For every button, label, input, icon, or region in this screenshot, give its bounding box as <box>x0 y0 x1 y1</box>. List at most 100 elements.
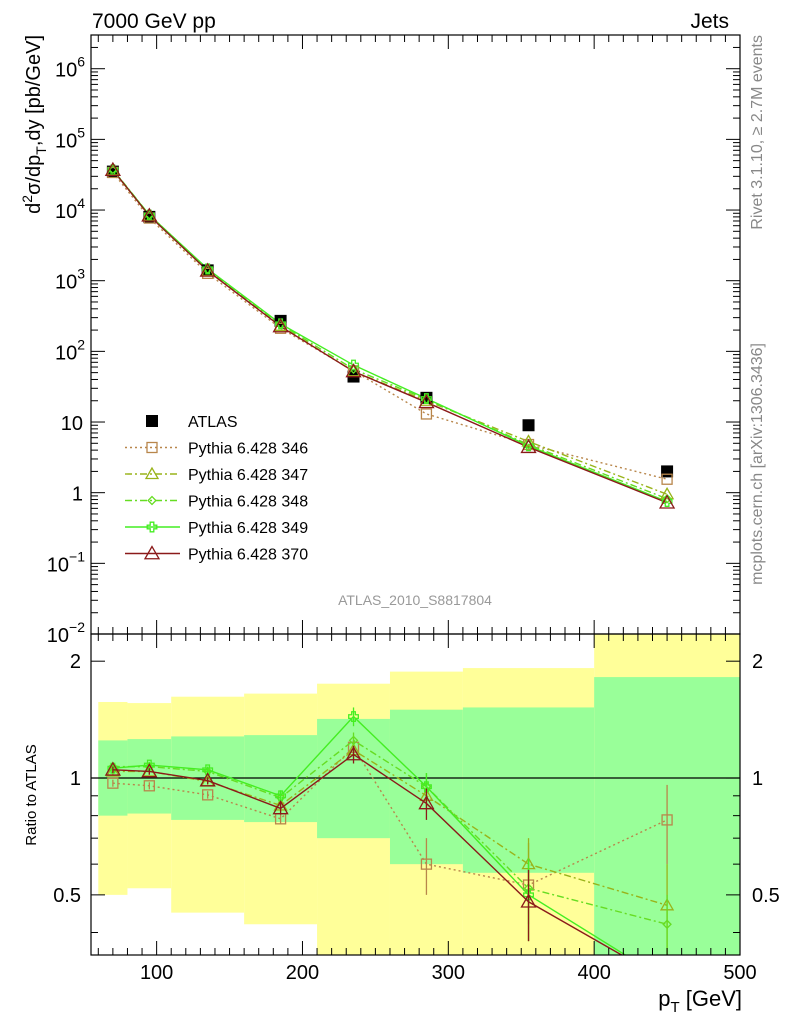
main-ylabel-part: σ/dp <box>23 155 45 195</box>
main-ytick-label-exp: 4 <box>77 195 85 211</box>
main-ytick-label-base: 10 <box>61 413 83 435</box>
ratio-point-5-7 <box>660 974 674 986</box>
ratio-xlabel-part: [GeV] <box>680 986 742 1011</box>
ratio-point-1-1 <box>143 780 155 792</box>
legend-marker <box>146 521 158 533</box>
legend-entry-1: Pythia 6.428 346 <box>125 441 308 458</box>
ratio-ytick-label-right-0: 0.5 <box>752 885 780 907</box>
main-ytick-label-6: 10 4 <box>55 195 85 223</box>
ratio-point-5-2 <box>199 772 216 787</box>
main-line-1 <box>112 172 668 480</box>
main-ytick-label-base: 10 <box>47 554 69 576</box>
ratio-xtick-label-1: 200 <box>286 962 319 984</box>
main-curves <box>104 161 676 509</box>
main-ylabel-part: 2 <box>19 195 35 203</box>
ratio-curves <box>104 707 675 986</box>
main-ytick-label-base: 10 <box>55 130 77 152</box>
ratio-xtick-label-0: 100 <box>140 962 173 984</box>
main-point-5-7 <box>658 494 676 509</box>
ratio-xtick-label-3: 400 <box>577 962 610 984</box>
ratio-line-1 <box>112 746 668 886</box>
legend-label: ATLAS <box>188 414 238 431</box>
main-ytick-label-exp: 2 <box>77 336 85 352</box>
ratio-point-1-0 <box>107 777 119 789</box>
ratio-xlabel: pT [GeV] <box>658 986 742 1016</box>
main-ylabel: d2σ/dpT,dy [pb/GeV] <box>19 35 49 214</box>
main-point-4-4 <box>348 359 359 371</box>
ratio-xlabel-part: p <box>658 986 670 1011</box>
legend-entry-5: Pythia 6.428 370 <box>125 545 308 564</box>
main-ytick-label-base: 10 <box>47 625 69 647</box>
main-ytick-label-0: 10 −2 <box>47 619 85 647</box>
legend-label: Pythia 6.428 370 <box>188 547 308 564</box>
ratio-xtick-label-2: 300 <box>432 962 465 984</box>
main-ytick-label-base: 10 <box>55 201 77 223</box>
analysis-label: ATLAS_2010_S8817804 <box>338 592 492 608</box>
legend-entry-2: Pythia 6.428 347 <box>125 466 308 484</box>
ratio-point-5-0 <box>104 761 121 776</box>
main-point-1-5 <box>420 408 433 420</box>
main-ytick-label-8: 10 6 <box>55 54 85 82</box>
ratio-point-4-6 <box>523 889 534 901</box>
main-point-0-7 <box>661 465 674 478</box>
main-ytick-label-5: 10 3 <box>55 266 85 294</box>
ratio-point-3-7 <box>662 919 672 930</box>
main-point-4-5 <box>420 393 432 404</box>
ratio-ylabel: Ratio to ATLAS <box>23 744 40 845</box>
main-ytick-label-exp: 5 <box>77 124 85 140</box>
main-point-3-6 <box>523 439 534 450</box>
legend-label: Pythia 6.428 349 <box>188 520 308 537</box>
ratio-ytick-label-right-1: 1 <box>752 768 763 790</box>
legend-entry-0: ATLAS <box>146 414 238 431</box>
ratio-point-4-7 <box>662 976 672 986</box>
ratio-ytick-label-left-0: 0.5 <box>53 885 81 907</box>
main-point-2-6 <box>521 434 536 447</box>
side-label-top: Rivet 3.1.10, ≥ 2.7M events <box>749 35 766 230</box>
legend-marker <box>146 415 158 427</box>
ratio-point-5-6 <box>520 893 537 908</box>
legend-label: Pythia 6.428 346 <box>188 441 308 458</box>
ratio-line-5 <box>112 753 624 955</box>
legend-marker <box>147 495 157 506</box>
main-point-0-6 <box>522 419 535 432</box>
ratio-point-4-4 <box>348 711 359 723</box>
main-ytick-label-base: 10 <box>55 342 77 364</box>
main-ytick-label-3: 10 <box>61 413 83 435</box>
ratio-point-5-5 <box>418 795 435 810</box>
main-point-3-7 <box>662 493 672 504</box>
main-point-5-6 <box>520 438 537 454</box>
ratio-point-1-5 <box>420 858 433 870</box>
ratio-line-4 <box>112 715 627 955</box>
ratio-frame <box>90 633 741 956</box>
ratio-point-1-7 <box>661 814 673 826</box>
main-ytick-label-2: 1 <box>72 484 83 506</box>
legend-entry-4: Pythia 6.428 349 <box>125 520 308 537</box>
main-point-5-2 <box>199 262 216 277</box>
main-point-4-1 <box>143 209 155 221</box>
ratio-point-4-2 <box>202 764 214 776</box>
main-ytick-label-7: 10 5 <box>55 124 85 152</box>
main-point-2-7 <box>659 486 675 500</box>
ratio-point-4-5 <box>420 781 432 793</box>
main-ytick-label-1: 10 −1 <box>47 548 85 576</box>
main-ylabel-part: d <box>23 203 45 214</box>
main-ylabel-part: ,dy [pb/GeV] <box>23 35 45 146</box>
ratio-point-1-2 <box>202 789 214 801</box>
main-ylabel-part: T <box>33 146 49 155</box>
main-ytick-label-base: 10 <box>55 60 77 82</box>
main-line-5 <box>112 169 668 504</box>
main-ytick-label-exp: 6 <box>77 54 85 70</box>
main-ytick-label-exp: 3 <box>77 266 85 282</box>
ratio-ytick-label-left-2: 2 <box>70 651 81 673</box>
header-left-label: 7000 GeV pp <box>92 10 216 33</box>
main-ytick-label-exp: −2 <box>69 619 85 635</box>
legend-entry-3: Pythia 6.428 348 <box>125 494 308 511</box>
ratio-point-5-3 <box>272 800 289 815</box>
header-right-label: Jets <box>690 10 729 33</box>
ratio-point-5-1 <box>141 763 158 778</box>
ratio-point-4-3 <box>275 790 287 802</box>
legend-marker <box>143 545 161 560</box>
main-point-5-4 <box>345 363 362 378</box>
ratio-point-3-4 <box>348 735 359 746</box>
